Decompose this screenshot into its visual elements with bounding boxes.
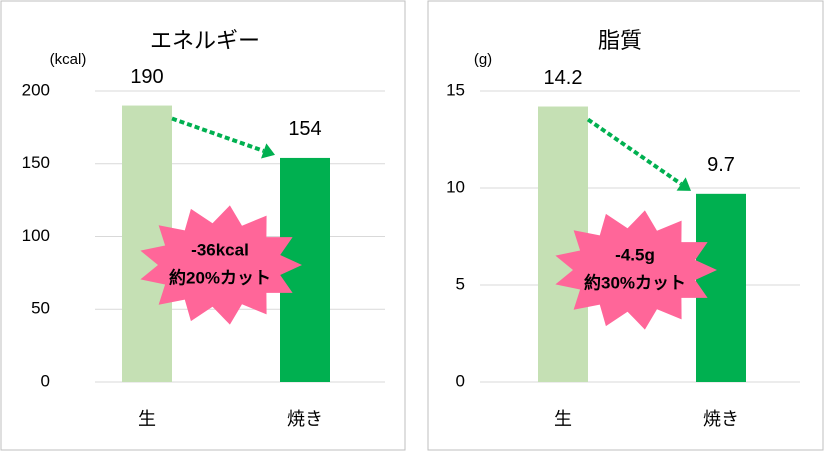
starburst: [140, 205, 302, 325]
panel-border: [427, 0, 824, 451]
arrow-head: [261, 143, 275, 159]
value-label: 190: [130, 66, 163, 88]
x-tick-label: 生: [138, 409, 156, 429]
value-label: 9.7: [707, 154, 735, 176]
x-tick-label: 生: [554, 409, 572, 429]
arrow-line: [171, 116, 265, 153]
y-axis-unit: (kcal): [50, 51, 87, 68]
bar: [122, 105, 172, 383]
value-label: 14.2: [544, 67, 583, 89]
y-tick-label: 100: [22, 226, 50, 245]
arrow-line: [586, 117, 683, 186]
annotation: -36kcal: [191, 240, 249, 259]
y-tick-label: 0: [456, 371, 465, 390]
annotation: 約20%カット: [169, 267, 271, 287]
y-tick-label: 15: [446, 80, 465, 99]
y-axis-unit: (g): [474, 51, 492, 68]
x-tick-label: 焼き: [703, 409, 739, 429]
y-tick-label: 200: [22, 80, 50, 99]
y-tick-label: 150: [22, 153, 50, 172]
y-tick-label: 5: [456, 274, 465, 293]
arrow-head: [676, 177, 691, 191]
y-tick-label: 10: [446, 177, 465, 196]
annotation: 約30%カット: [584, 272, 686, 292]
chart-title: エネルギー: [150, 28, 260, 53]
chart-title: 脂質: [598, 28, 642, 53]
value-label: 154: [288, 118, 321, 140]
annotation: -4.5g: [615, 245, 655, 264]
y-tick-label: 50: [31, 299, 50, 318]
starburst: [555, 210, 717, 330]
y-tick-label: 0: [41, 371, 50, 390]
bar: [696, 193, 746, 382]
x-tick-label: 焼き: [287, 409, 323, 429]
